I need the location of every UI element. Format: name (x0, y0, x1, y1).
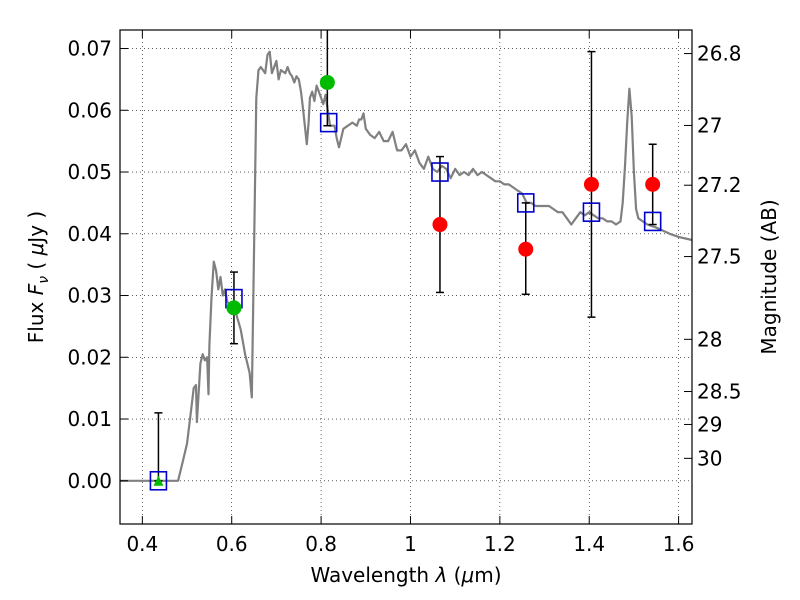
x-tick-label: 1 (404, 532, 417, 556)
model-photometry-square (582, 202, 601, 222)
plot-frame (119, 29, 693, 525)
y2-tick-label: 27.2 (697, 173, 742, 197)
y-tick-label: 0.02 (67, 345, 112, 369)
x-tick-label: 0.4 (126, 532, 158, 556)
error-bars (154, 30, 657, 482)
red-data-point (432, 217, 448, 233)
x-axis-label: Wavelength λ (μm) (310, 563, 501, 587)
y2-tick-label: 28 (697, 327, 722, 351)
y-tick-label: 0.00 (67, 469, 112, 493)
model-photometry-square (319, 112, 338, 133)
model-photometry-square (149, 470, 168, 491)
y2-tick-label: 30 (697, 446, 722, 470)
y-tick-label: 0.04 (67, 222, 112, 246)
x-tick-label: 0.8 (305, 532, 337, 556)
y-tick-label: 0.06 (67, 98, 112, 122)
y-tick-label: 0.01 (67, 407, 112, 431)
red-data-point (518, 241, 534, 257)
y2-tick-label: 27 (697, 113, 722, 137)
sed-model-layer (120, 50, 693, 482)
green-data-point (319, 74, 335, 90)
y2-tick-label: 27.5 (697, 245, 742, 269)
model-photometry-square (431, 162, 449, 182)
y-tick-label: 0.03 (67, 284, 112, 308)
y2-tick-label: 29 (697, 412, 722, 436)
model-photometry-square (643, 211, 662, 232)
grid (120, 30, 692, 524)
tick-labels: 0.4 0.6 0.8 1 1.2 1.4 1.6 0.00 0.01 0.02 0.03 0.04 0… (67, 37, 741, 556)
y2-tick-label: 28.5 (697, 380, 742, 404)
x-tick-label: 1.6 (663, 532, 695, 556)
red-data-point (645, 176, 661, 192)
red-data-point (583, 176, 599, 192)
y-tick-label: 0.05 (67, 160, 112, 184)
x-tick-label: 1.4 (573, 532, 605, 556)
y2-axis-label: Magnitude (AB) (757, 199, 781, 354)
x-tick-label: 1.2 (484, 532, 516, 556)
markers (149, 74, 662, 491)
y2-tick-label: 26.8 (697, 42, 742, 66)
y-tick-label: 0.07 (67, 37, 112, 61)
model-photometry-square (516, 193, 535, 213)
x-tick-label: 0.6 (216, 532, 248, 556)
green-data-point (226, 300, 242, 316)
y-axis-label: Flux Fν ( μJy ) (24, 211, 52, 343)
green-triangle-point (153, 475, 164, 486)
sed-model-line (120, 50, 693, 482)
ticks (120, 30, 692, 524)
